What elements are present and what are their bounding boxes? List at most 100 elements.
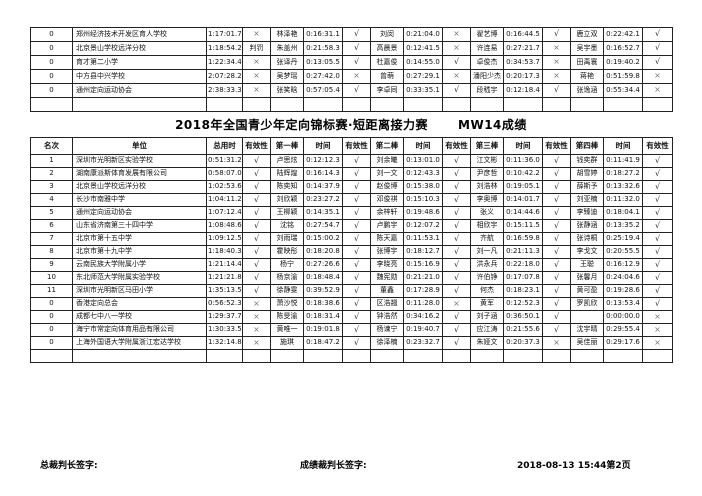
table-cell: √ (542, 284, 571, 298)
table-cell: 0:20:17.3 (503, 69, 543, 84)
table-cell: √ (642, 206, 673, 220)
table-cell: √ (242, 154, 271, 168)
table-row: 10 东北师范大学附属实验学校 1:21:21.8 √ 杨京渝 0:18:48.4 √ 魏宪勋… (30, 271, 673, 285)
table-cell: 黄军 (470, 297, 504, 311)
table-cell: √ (342, 206, 371, 220)
table-cell (470, 97, 504, 112)
table-cell: 应江涛 (470, 323, 504, 337)
table-cell: 1:09:12.5 (206, 232, 243, 246)
table-cell: √ (442, 219, 471, 233)
table-row: 0 通州定向运动协会 2:38:33.3 × 张笑晗 0:57:05.4 √ 李卓同 0:33:… (30, 83, 673, 98)
table-cell: √ (442, 336, 471, 350)
table-cell: 李奥博 (470, 193, 504, 207)
chief-referee-signature-label: 总裁判长签字: (40, 461, 98, 471)
table-cell: √ (342, 232, 371, 246)
table-cell: 6 (30, 219, 73, 233)
table-cell: 通州定向运动协会 (72, 83, 207, 98)
table-cell: 相欣宇 (470, 219, 504, 233)
table-cell: 山东省济南第三十四中学 (72, 219, 207, 233)
table-cell: 卓俊杰 (470, 55, 504, 70)
table-cell: 潘阳少杰 (470, 69, 504, 84)
table-cell: √ (542, 310, 571, 324)
table-cell: 深圳市光明新区实验学校 (72, 154, 207, 168)
table-cell: 5 (30, 206, 73, 220)
table-cell: 董鑫 (370, 284, 404, 298)
table-cell: 陈天嘉 (370, 232, 404, 246)
table-cell: 0:20:37.3 (503, 336, 543, 350)
table-cell: √ (242, 258, 271, 272)
table-cell: × (242, 83, 271, 98)
table-cell: 0:29:55.4 (603, 323, 643, 337)
table-cell: 许连易 (470, 41, 504, 56)
table-cell: 0:19:28.6 (603, 284, 643, 298)
table-cell: 徐静雯 (270, 284, 304, 298)
table-cell: √ (542, 245, 571, 259)
table-cell: √ (642, 180, 673, 194)
table-cell: 0:14:37.9 (303, 180, 343, 194)
table-cell: √ (442, 232, 471, 246)
table-cell: √ (242, 219, 271, 233)
table-cell: 罗凯欣 (570, 297, 604, 311)
table-cell: 深圳市光明新区马田小学 (72, 284, 207, 298)
table-cell: × (442, 297, 471, 311)
table-cell: 0 (30, 55, 73, 70)
table-cell: 0:14:01.7 (503, 193, 543, 207)
table-cell: 0:21:58.3 (303, 41, 343, 56)
table-cell: 江文彬 (470, 154, 504, 168)
table-cell: × (442, 27, 471, 42)
table-cell: 0:18:31.4 (303, 310, 343, 324)
table-cell: 0:24:04.6 (603, 271, 643, 285)
table-cell: 育才第二小学 (72, 55, 207, 70)
table-cell: 杜嘉俊 (370, 55, 404, 70)
table-cell: 0:19:40.2 (603, 55, 643, 70)
table-cell: 0:56:52.3 (206, 297, 243, 311)
table-cell: 陈旻渝 (270, 310, 304, 324)
table-cell: 8 (30, 245, 73, 259)
column-header: 名次 (30, 137, 73, 155)
table-cell: 2:38:33.3 (206, 83, 243, 98)
table-cell (642, 349, 673, 363)
table-cell: 刘子涵 (470, 310, 504, 324)
table-cell: √ (342, 167, 371, 181)
page-title: 2018年全国青少年定向锦标赛·短距离接力赛 MW14成绩 (0, 116, 702, 133)
table-row: 0 育才第二小学 1:22:34.4 × 张译丹 0:13:05.5 √ 杜嘉俊 0:14:55… (30, 55, 673, 70)
table-cell: 0:12:07.2 (403, 219, 443, 233)
table-cell: √ (242, 167, 271, 181)
table-cell: √ (642, 245, 673, 259)
table-cell: √ (242, 284, 271, 298)
table-cell: 0:12:18.4 (503, 83, 543, 98)
table-cell: × (642, 336, 673, 350)
table-cell: √ (342, 193, 371, 207)
table-cell: 林泽艳 (270, 27, 304, 42)
table-cell (470, 349, 504, 363)
table-row: 3 北京景山学校远洋分校 1:02:53.6 √ 陈奕知 0:14:37.9 √ 赵俊博 0:1… (30, 180, 673, 194)
table-cell: √ (342, 180, 371, 194)
column-header: 有效性 (342, 137, 371, 155)
table-cell: × (242, 27, 271, 42)
table-row: 11 深圳市光明新区马田小学 1:35:13.5 √ 徐静雯 0:39:52.9 √ 董鑫 0:… (30, 284, 673, 298)
table-cell: √ (242, 193, 271, 207)
table-cell: √ (542, 271, 571, 285)
table-cell: √ (442, 55, 471, 70)
table-cell: √ (242, 180, 271, 194)
table-cell: 11 (30, 284, 73, 298)
table-cell: 张静涵 (570, 219, 604, 233)
table-cell: 0:19:40.7 (403, 323, 443, 337)
table-cell: 10 (30, 271, 73, 285)
column-header: 第四棒 (570, 137, 604, 155)
table-cell (570, 349, 604, 363)
column-header: 时间 (603, 137, 643, 155)
table-cell: 0:22:42.1 (603, 27, 643, 42)
table-cell (342, 97, 371, 112)
table-cell: 0:16:12.9 (603, 258, 643, 272)
table-cell: 0 (30, 297, 73, 311)
table-cell: × (242, 297, 271, 311)
table-cell: 张逸涵 (570, 83, 604, 98)
table-cell: √ (642, 232, 673, 246)
table-cell: √ (442, 323, 471, 337)
table-cell: 1:02:53.6 (206, 180, 243, 194)
table-cell: 0:34:53.7 (503, 55, 543, 70)
table-cell: 0:15:16.9 (403, 258, 443, 272)
table-row: 0 上海外国语大学附属浙江宏达学校 1:32:14.8 × 施琪 0:18:47.2 √ 徐泽… (30, 336, 673, 350)
table-cell: 刘一文 (370, 167, 404, 181)
